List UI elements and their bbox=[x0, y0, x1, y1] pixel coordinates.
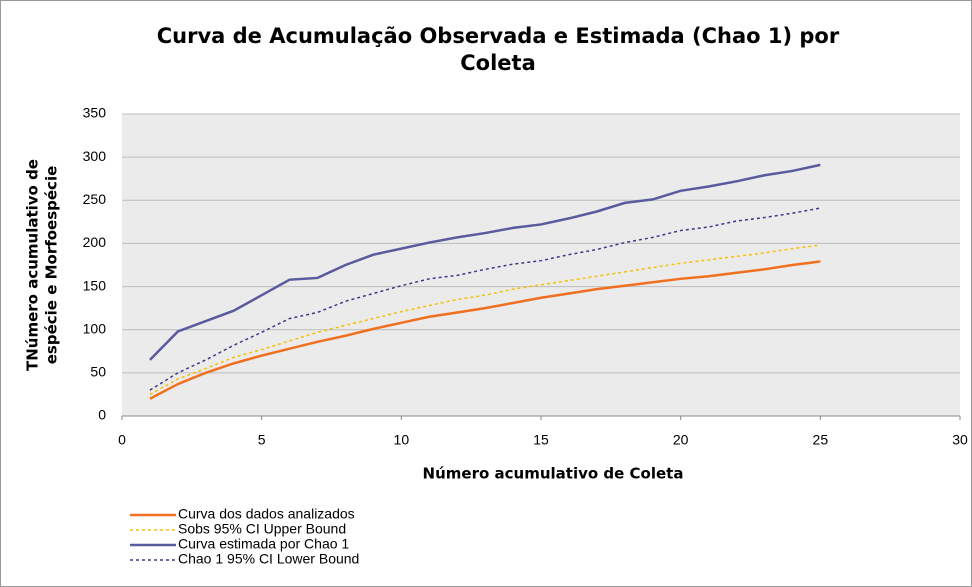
legend-label: Chao 1 95% CI Lower Bound bbox=[178, 551, 359, 567]
series-line bbox=[149, 244, 821, 396]
y-tick-label: 150 bbox=[83, 277, 107, 293]
series-line bbox=[149, 260, 821, 400]
y-axis-title: espécie e Morfoespécie bbox=[43, 166, 61, 365]
y-tick-label: 300 bbox=[83, 148, 107, 164]
x-tick-label: 15 bbox=[533, 432, 549, 448]
y-tick-label: 250 bbox=[83, 191, 107, 207]
y-tick-label: 350 bbox=[83, 105, 107, 121]
plot-area bbox=[122, 114, 960, 416]
chart-title: Coleta bbox=[460, 51, 536, 75]
x-tick-label: 25 bbox=[813, 432, 829, 448]
y-tick-label: 50 bbox=[90, 364, 106, 380]
x-tick-label: 30 bbox=[952, 432, 968, 448]
y-tick-label: 0 bbox=[98, 407, 106, 423]
y-axis-title: TNúmero acumulativo de bbox=[24, 159, 42, 371]
x-tick-label: 20 bbox=[673, 432, 689, 448]
x-tick-label: 0 bbox=[118, 432, 126, 448]
series-line bbox=[149, 163, 821, 361]
legend-label: Curva estimada por Chao 1 bbox=[178, 536, 349, 552]
y-tick-label: 100 bbox=[83, 320, 107, 336]
y-tick-label: 200 bbox=[83, 234, 107, 250]
legend-label: Curva dos dados analizados bbox=[178, 506, 355, 522]
x-axis-title: Número acumulativo de Coleta bbox=[423, 465, 684, 483]
legend-label: Sobs 95% CI Upper Bound bbox=[178, 521, 346, 537]
x-tick-label: 10 bbox=[394, 432, 410, 448]
x-tick-label: 5 bbox=[258, 432, 266, 448]
chart-title: Curva de Acumulação Observada e Estimada… bbox=[157, 24, 840, 48]
